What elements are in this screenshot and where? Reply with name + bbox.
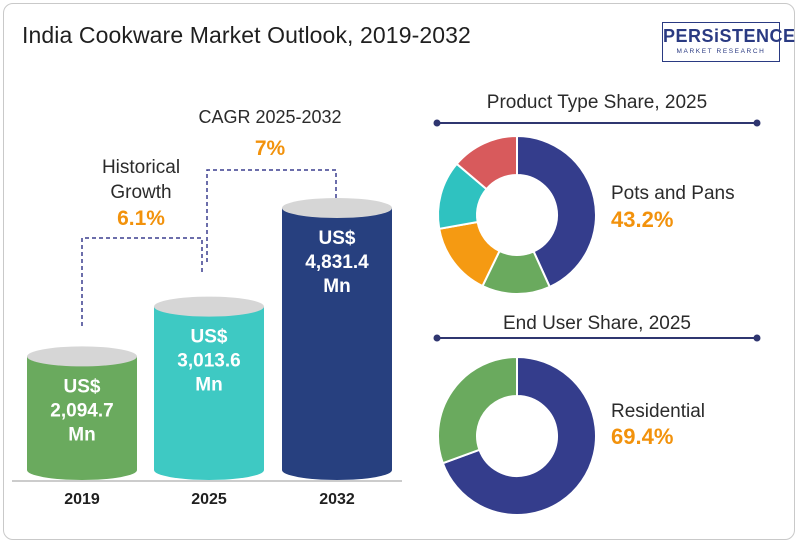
donut-slice-1 bbox=[437, 355, 518, 465]
bar-body-2025 bbox=[154, 306, 264, 480]
bar-value-label: 2,094.7 bbox=[50, 400, 113, 421]
product-type-title: Product Type Share, 2025 bbox=[487, 92, 707, 113]
bar-value-label: 3,013.6 bbox=[177, 351, 240, 372]
end-user-highlight-label: Residential bbox=[611, 401, 705, 422]
product-type-highlight-value: 43.2% bbox=[611, 207, 673, 232]
bar-body-2019 bbox=[27, 356, 137, 480]
historical-label-line1: Historical bbox=[102, 157, 180, 178]
logo-wordmark: PERSiSTENCE bbox=[663, 26, 796, 46]
bar-cap-2032 bbox=[282, 198, 392, 218]
product-type-rule-dot-right bbox=[753, 119, 761, 127]
donut-slice-4 bbox=[455, 134, 518, 191]
bar-value-label: Mn bbox=[323, 276, 350, 297]
bar-2019: US$ 2,094.7 Mn 2019 bbox=[27, 346, 137, 508]
bar-cap-2025 bbox=[154, 296, 264, 317]
cagr-value: 7% bbox=[255, 137, 286, 160]
page-title: India Cookware Market Outlook, 2019-2032 bbox=[22, 22, 471, 48]
cagr-connector bbox=[206, 169, 337, 262]
bar-value-label: US$ bbox=[191, 327, 228, 348]
bar-value-label: 4,831.4 bbox=[305, 252, 369, 273]
donut-slice-0 bbox=[441, 355, 597, 516]
historical-label-line2: Growth bbox=[110, 182, 171, 203]
end-user-highlight-value: 69.4% bbox=[611, 424, 673, 449]
historical-connector bbox=[81, 237, 203, 326]
bar-value-label: Mn bbox=[195, 375, 222, 396]
x-tick-label: 2032 bbox=[319, 491, 355, 508]
end-user-title: End User Share, 2025 bbox=[503, 313, 691, 334]
end-user-rule-dot-right bbox=[753, 334, 761, 342]
cagr-label: CAGR 2025-2032 bbox=[198, 107, 341, 127]
x-tick-label: 2019 bbox=[64, 491, 100, 508]
product-type-highlight-label: Pots and Pans bbox=[611, 183, 735, 204]
bar-series: US$ 2,094.7 Mn 2019 US$ 3,013.6 Mn 2025 US$ 4,831… bbox=[27, 198, 392, 508]
bar-value-label: Mn bbox=[68, 424, 95, 445]
product-type-rule-dot-left bbox=[433, 119, 441, 127]
bar-cap-2019 bbox=[27, 346, 137, 367]
x-tick-label: 2025 bbox=[191, 491, 227, 508]
logo-tagline: MARKET RESEARCH bbox=[676, 48, 766, 55]
historical-growth-value: 6.1% bbox=[117, 207, 165, 230]
end-user-rule-dot-left bbox=[433, 334, 441, 342]
bar-2025: US$ 3,013.6 Mn 2025 bbox=[154, 296, 264, 508]
product-type-donut bbox=[437, 134, 597, 295]
bar-value-label: US$ bbox=[319, 228, 356, 249]
bar-value-label: US$ bbox=[64, 376, 101, 397]
end-user-donut bbox=[437, 355, 597, 516]
brand-logo: PERSiSTENCE MARKET RESEARCH bbox=[662, 22, 796, 62]
donut-slice-0 bbox=[516, 134, 597, 289]
bar-2032: US$ 4,831.4 Mn 2032 bbox=[282, 198, 392, 508]
bar-body-2032 bbox=[282, 208, 392, 480]
